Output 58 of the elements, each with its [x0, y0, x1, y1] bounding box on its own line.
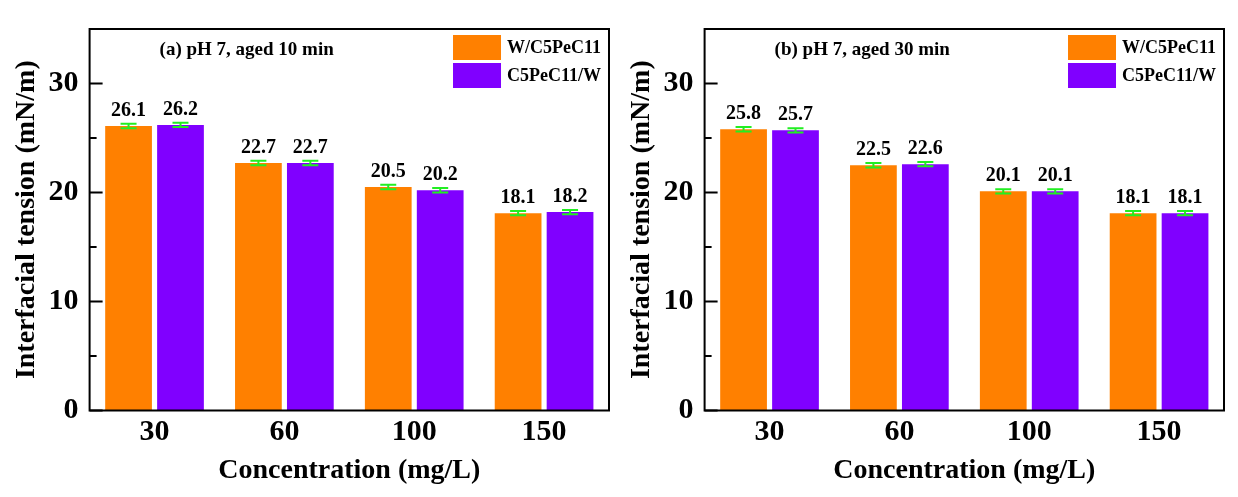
data-label: 18.1 [1167, 185, 1203, 208]
bar [720, 129, 767, 411]
data-label: 18.2 [552, 184, 588, 207]
data-label: 25.8 [726, 101, 762, 124]
data-label: 22.7 [240, 135, 276, 158]
bar [1109, 213, 1157, 411]
y-tick-label: 30 [663, 64, 694, 98]
bar [416, 190, 464, 411]
x-tick-label: 30 [754, 413, 785, 447]
legend-label: C5PeC11/W [507, 64, 602, 85]
bar [364, 187, 412, 411]
bar [157, 124, 204, 411]
bar [979, 191, 1027, 411]
bar [772, 130, 819, 411]
bar [1161, 213, 1209, 411]
data-label: 22.6 [907, 136, 943, 159]
annotation: (b) pH 7, aged 30 min [774, 38, 951, 61]
y-tick-label: 10 [663, 282, 694, 316]
data-label: 18.1 [500, 185, 536, 208]
bar [546, 212, 594, 411]
data-label: 25.7 [777, 102, 813, 125]
data-label: 20.1 [985, 163, 1021, 186]
bar [1031, 191, 1079, 411]
y-tick-label: 30 [48, 64, 79, 98]
legend-label: C5PeC11/W [1122, 64, 1217, 85]
bar [235, 163, 282, 411]
data-label: 20.2 [422, 162, 458, 185]
x-tick-label: 60 [884, 413, 915, 447]
x-tick-label: 60 [269, 413, 300, 447]
data-label: 26.1 [111, 97, 147, 120]
y-tick-label: 0 [63, 391, 79, 425]
y-tick-label: 20 [48, 173, 79, 207]
legend-label: W/C5PeC11 [507, 36, 602, 57]
bar [850, 165, 897, 411]
annotation: (a) pH 7, aged 10 min [159, 38, 335, 61]
x-tick-label: 150 [1136, 413, 1182, 447]
y-axis-title: Interfacial tension (mN/m) [624, 60, 656, 380]
y-axis-title: Interfacial tension (mN/m) [9, 60, 41, 380]
data-label: 22.5 [855, 137, 891, 160]
data-label: 22.7 [292, 135, 328, 158]
x-tick-label: 150 [521, 413, 567, 447]
x-tick-label: 100 [1006, 413, 1052, 447]
y-tick-label: 20 [663, 173, 694, 207]
y-tick-label: 10 [48, 282, 79, 316]
bar [286, 163, 334, 411]
x-tick-label: 100 [391, 413, 437, 447]
bar [494, 213, 542, 411]
data-label: 20.1 [1037, 163, 1073, 186]
x-tick-label: 30 [139, 413, 170, 447]
x-axis-title: Concentration (mg/L) [218, 453, 481, 485]
y-tick-label: 0 [678, 391, 694, 425]
data-label: 18.1 [1115, 185, 1151, 208]
bar [105, 125, 152, 411]
data-label: 20.5 [370, 159, 406, 181]
data-label: 26.2 [162, 96, 198, 119]
bar [901, 164, 949, 411]
legend-label: W/C5PeC11 [1122, 36, 1217, 57]
x-axis-title: Concentration (mg/L) [833, 453, 1096, 485]
